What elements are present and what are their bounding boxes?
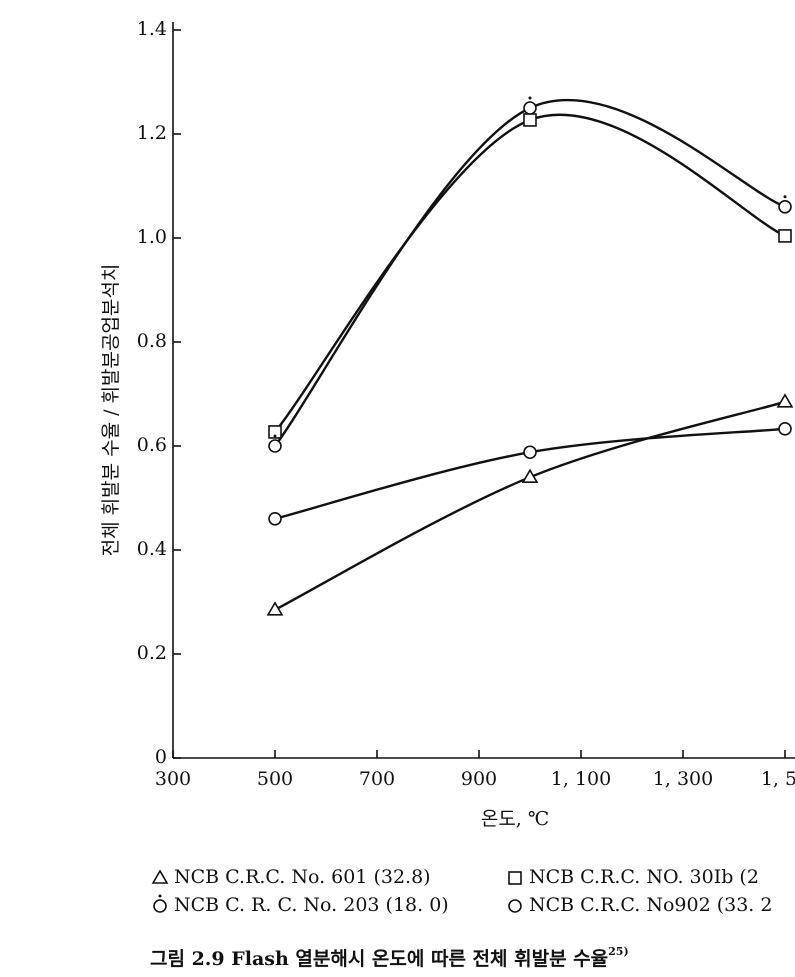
marker-circle [778, 422, 792, 436]
marker-square [508, 871, 522, 885]
marker-square [778, 229, 792, 243]
y-axis-label: 전체 휘발분 수율 / 휘발분공업분석치 [100, 264, 122, 557]
caption: 그림 2.9 Flash 열분해시 온도에 따른 전체 휘발분 수율25) [150, 945, 629, 970]
marker-dotted-circle [268, 434, 282, 453]
marker-circle [523, 101, 537, 115]
marker-circle [778, 200, 792, 214]
x-tick-label: 900 [461, 768, 497, 790]
y-tick-label: 0.4 [137, 538, 167, 560]
marker-triangle [776, 393, 794, 408]
marker-dotted-circle [778, 195, 792, 214]
marker-triangle [266, 601, 284, 616]
x-tick-label: 300 [155, 768, 191, 790]
marker-dotted-circle [153, 894, 167, 913]
marker-dot [783, 195, 787, 199]
legend-label: NCB C.R.C. NO. 30Ib (2 [529, 866, 759, 888]
caption-text: 그림 2.9 Flash 열분해시 온도에 따른 전체 휘발분 수율 [150, 948, 608, 970]
marker-dot [158, 894, 162, 898]
marker-dotted-circle [523, 96, 537, 115]
y-tick-label: 1.2 [137, 122, 167, 144]
marker-dot [528, 96, 532, 100]
marker-triangle [151, 869, 169, 884]
marker-dot [273, 434, 277, 438]
x-tick-label: 1, 50 [761, 768, 795, 790]
y-tick-label: 0.8 [137, 330, 167, 352]
x-axis-label: 온도, ℃ [481, 808, 549, 830]
curve [274, 113, 786, 433]
legend-label: NCB C. R. C. No. 203 (18. 0) [174, 894, 449, 916]
x-tick-label: 1, 300 [653, 768, 713, 790]
marker-circle [268, 439, 282, 453]
marker-circle [523, 445, 537, 460]
x-tick-label: 700 [359, 768, 395, 790]
y-tick-label: 0.2 [137, 642, 167, 664]
marker-triangle [521, 468, 539, 484]
legend-label: NCB C.R.C. No. 601 (32.8) [174, 866, 431, 888]
curve [274, 99, 786, 447]
y-tick-label: 1.4 [137, 18, 167, 40]
x-tick-label: 500 [257, 768, 293, 790]
y-tick-label: 0 [155, 746, 167, 768]
marker-square [268, 425, 282, 439]
y-tick-label: 1.0 [137, 226, 167, 248]
marker-circle [268, 511, 282, 526]
marker-circle [153, 899, 167, 913]
marker-circle [508, 899, 522, 913]
marker-square [523, 113, 537, 127]
x-tick-label: 1, 100 [551, 768, 611, 790]
legend-label: NCB C.R.C. No902 (33. 2 [529, 894, 772, 916]
y-tick-label: 0.6 [137, 434, 167, 456]
caption-note: 25) [608, 945, 629, 958]
